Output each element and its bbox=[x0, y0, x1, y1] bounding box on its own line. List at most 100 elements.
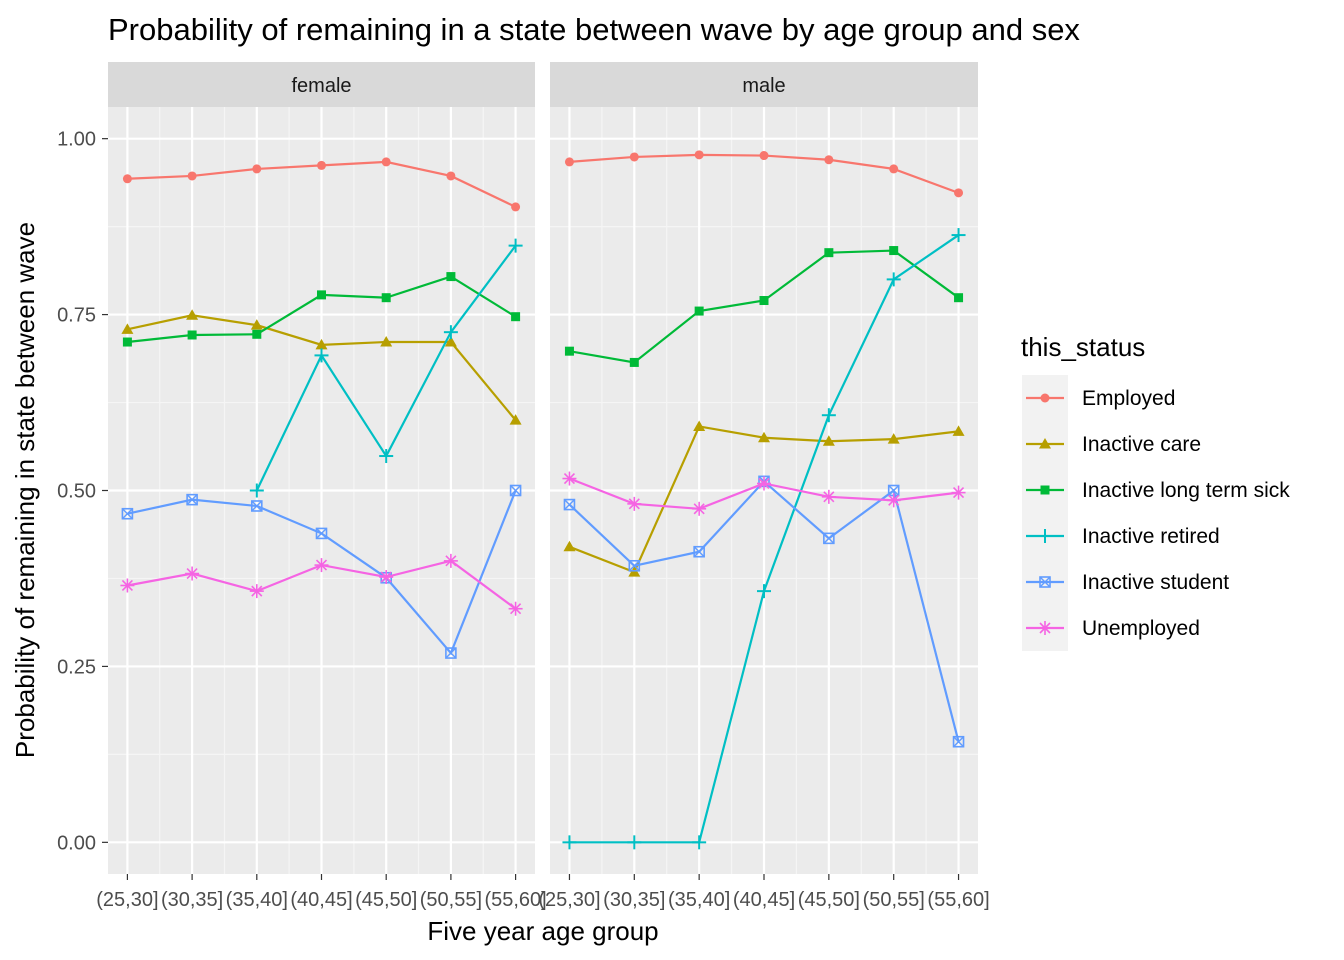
panel-female-grid bbox=[108, 107, 535, 874]
legend-title: this_status bbox=[1021, 332, 1145, 362]
point-female-inactive-student-3 bbox=[315, 527, 328, 540]
legend-label-inactive-retired: Inactive retired bbox=[1082, 525, 1220, 548]
point-male-inactive-long-term-sick-5 bbox=[889, 246, 899, 256]
legend-label-inactive-long-term-sick: Inactive long term sick bbox=[1082, 479, 1290, 502]
point-male-inactive-retired-4 bbox=[821, 408, 836, 423]
point-male-unemployed-2 bbox=[692, 501, 707, 516]
point-male-inactive-long-term-sick-2 bbox=[694, 306, 704, 316]
panel-female-x-ticks: (25,30] (30,35] (35,40] (40,45] (45,50] (50,5… bbox=[96, 874, 547, 911]
point-female-unemployed-5 bbox=[443, 553, 458, 568]
point-female-inactive-care-2 bbox=[250, 319, 263, 330]
point-male-inactive-student-0 bbox=[563, 498, 576, 511]
legend-label-employed: Employed bbox=[1082, 387, 1175, 410]
point-female-inactive-long-term-sick-4 bbox=[381, 293, 391, 303]
chart-title: Probability of remaining in a state betw… bbox=[108, 12, 1080, 47]
point-male-employed-1 bbox=[629, 152, 639, 162]
y-tick-label: 1.00 bbox=[57, 129, 96, 151]
point-female-unemployed-0 bbox=[120, 578, 135, 593]
point-female-unemployed-1 bbox=[185, 566, 200, 581]
point-female-inactive-care-1 bbox=[186, 309, 199, 320]
point-male-inactive-student-6 bbox=[952, 735, 965, 748]
y-axis: 0.00 0.25 0.50 0.75 1.00 bbox=[57, 129, 108, 854]
x-tick-label: (35,40] bbox=[226, 889, 288, 911]
point-female-inactive-long-term-sick-5 bbox=[446, 272, 456, 282]
point-female-inactive-retired-4 bbox=[379, 449, 394, 464]
point-male-employed-0 bbox=[564, 157, 574, 167]
point-male-employed-6 bbox=[954, 188, 964, 198]
x-tick-label: (30,35] bbox=[161, 889, 223, 911]
x-tick-label: (50,55] bbox=[420, 889, 482, 911]
point-female-unemployed-3 bbox=[314, 558, 329, 573]
x-tick-label: (55,60] bbox=[484, 889, 546, 911]
point-male-inactive-care-5 bbox=[887, 433, 900, 444]
point-male-employed-4 bbox=[824, 155, 834, 165]
panel-female-strip bbox=[108, 62, 535, 107]
point-male-inactive-care-0 bbox=[563, 540, 576, 552]
point-female-unemployed-4 bbox=[379, 570, 394, 585]
y-tick-label: 0.75 bbox=[57, 305, 96, 327]
point-female-inactive-care-4 bbox=[380, 336, 393, 347]
point-female-inactive-retired-3 bbox=[314, 348, 329, 363]
point-female-inactive-long-term-sick-1 bbox=[187, 330, 197, 340]
point-male-inactive-care-6 bbox=[952, 425, 965, 436]
point-female-inactive-care-3 bbox=[315, 338, 328, 350]
point-male-inactive-student-1 bbox=[628, 559, 641, 572]
point-male-unemployed-3 bbox=[757, 476, 771, 491]
point-female-inactive-care-0 bbox=[121, 323, 134, 334]
point-female-employed-6 bbox=[511, 202, 521, 212]
point-male-inactive-care-3 bbox=[758, 431, 770, 443]
panel-male-strip bbox=[550, 62, 978, 107]
point-male-inactive-long-term-sick-4 bbox=[824, 248, 834, 258]
point-male-inactive-care-2 bbox=[693, 420, 706, 431]
x-tick-label: (40,45] bbox=[733, 889, 795, 911]
legend-label-inactive-student: Inactive student bbox=[1082, 571, 1229, 594]
point-female-inactive-student-6 bbox=[509, 484, 522, 497]
point-male-inactive-long-term-sick-3 bbox=[759, 296, 769, 306]
legend-key-marker-inactive-long-term-sick bbox=[1040, 485, 1050, 495]
legend-key-marker-inactive-care bbox=[1039, 438, 1051, 449]
legend-label-unemployed: Unemployed bbox=[1082, 617, 1200, 640]
legend-key-marker-inactive-student bbox=[1039, 576, 1051, 588]
legend-item-inactive-student: Inactive student bbox=[1022, 559, 1229, 605]
point-female-inactive-retired-5 bbox=[443, 325, 458, 340]
point-male-inactive-retired-3 bbox=[757, 584, 771, 599]
point-female-inactive-care-6 bbox=[509, 414, 522, 425]
point-male-inactive-long-term-sick-6 bbox=[954, 293, 964, 303]
point-male-inactive-care-4 bbox=[822, 435, 835, 446]
legend-key-marker-employed bbox=[1040, 393, 1050, 403]
point-female-inactive-long-term-sick-3 bbox=[317, 290, 326, 300]
x-tick-label: (45,50] bbox=[355, 889, 417, 911]
legend-label-inactive-care: Inactive care bbox=[1082, 433, 1201, 456]
y-tick-label: 0.25 bbox=[57, 656, 96, 678]
panel-female-strip-label: female bbox=[291, 75, 351, 97]
point-male-unemployed-0 bbox=[562, 471, 577, 486]
y-axis-title: Probability of remaining in state betwee… bbox=[10, 222, 40, 758]
point-male-unemployed-1 bbox=[627, 496, 642, 511]
x-tick-label: (45,50] bbox=[798, 889, 860, 911]
panel-female: female (25,30] (30,35] (35,40] (40,45] (45,5… bbox=[96, 62, 547, 911]
y-tick-label: 0.50 bbox=[57, 481, 96, 503]
point-male-inactive-student-4 bbox=[823, 532, 835, 545]
point-female-inactive-retired-2 bbox=[249, 483, 264, 498]
panel-male-x-ticks: (25,30] (30,35] (35,40] (40,45] (45,50] (50,5… bbox=[538, 874, 990, 911]
point-female-inactive-student-5 bbox=[445, 647, 457, 659]
point-female-employed-4 bbox=[381, 157, 391, 167]
legend-item-inactive-long-term-sick: Inactive long term sick bbox=[1022, 467, 1290, 513]
point-female-unemployed-6 bbox=[508, 601, 523, 616]
legend-item-inactive-care: Inactive care bbox=[1022, 421, 1201, 467]
point-male-inactive-student-2 bbox=[693, 545, 705, 558]
legend: this_status Employed Inactive care Inactiv… bbox=[1021, 332, 1290, 651]
point-female-unemployed-2 bbox=[249, 584, 264, 599]
point-female-inactive-long-term-sick-2 bbox=[252, 329, 262, 339]
point-female-inactive-student-1 bbox=[186, 493, 198, 506]
point-male-unemployed-6 bbox=[951, 485, 966, 500]
point-male-inactive-long-term-sick-1 bbox=[629, 357, 639, 367]
point-male-inactive-long-term-sick-0 bbox=[564, 346, 574, 356]
point-male-inactive-retired-5 bbox=[886, 272, 901, 287]
legend-key-marker-unemployed bbox=[1038, 621, 1052, 635]
panel-male: male (25,30] (30,35] (35,40] (40,45] (45,50]… bbox=[538, 62, 990, 911]
point-male-employed-5 bbox=[889, 164, 899, 174]
panel-female-series bbox=[120, 157, 523, 659]
point-male-inactive-retired-6 bbox=[951, 228, 966, 243]
